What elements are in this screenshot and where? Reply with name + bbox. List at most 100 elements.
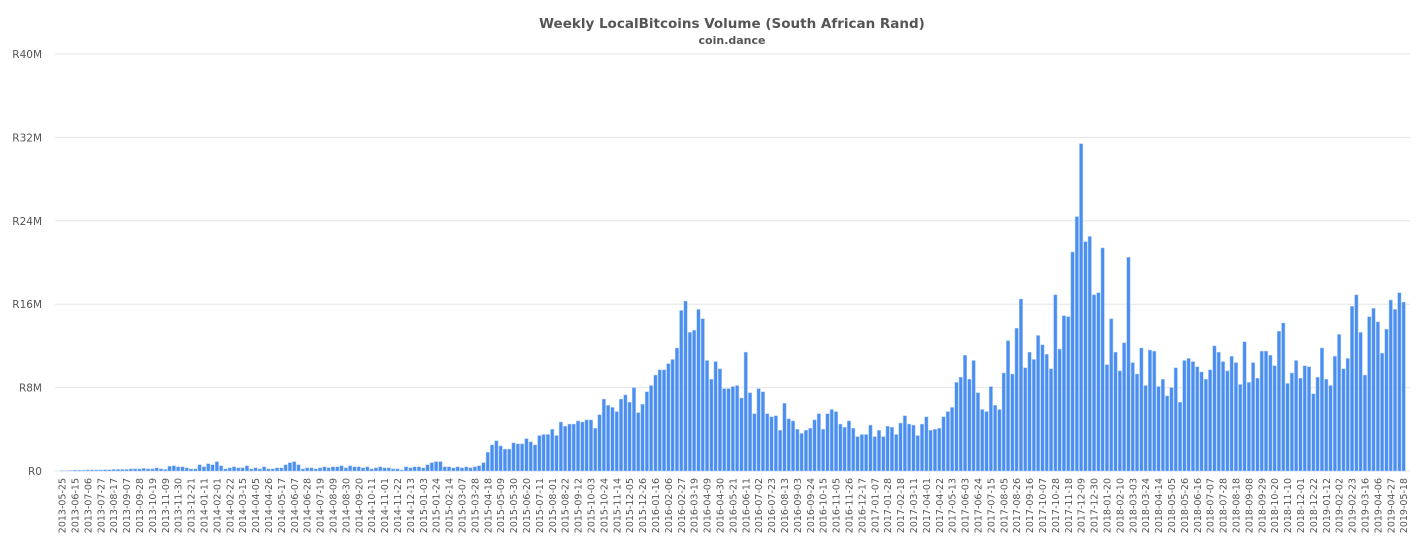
bar[interactable] <box>1259 350 1264 472</box>
bar[interactable] <box>520 443 525 472</box>
bar[interactable] <box>1345 358 1350 472</box>
bar[interactable] <box>348 465 353 472</box>
bar[interactable] <box>421 467 426 472</box>
bar[interactable] <box>890 426 894 472</box>
bar[interactable] <box>864 434 869 472</box>
bar[interactable] <box>1100 247 1105 472</box>
bar[interactable] <box>1092 294 1096 472</box>
bar[interactable] <box>662 369 666 472</box>
bar[interactable] <box>339 465 344 472</box>
bar[interactable] <box>627 401 632 472</box>
bar[interactable] <box>834 411 838 472</box>
bar[interactable] <box>898 422 903 472</box>
bar[interactable] <box>1109 318 1114 472</box>
bar[interactable] <box>945 411 950 472</box>
bar[interactable] <box>511 442 516 472</box>
bar[interactable] <box>971 360 976 472</box>
bar[interactable] <box>1363 374 1367 472</box>
bar[interactable] <box>1401 301 1406 472</box>
bar[interactable] <box>107 469 112 472</box>
bar[interactable] <box>73 469 77 472</box>
bar[interactable] <box>146 468 151 472</box>
bar[interactable] <box>1148 349 1152 472</box>
bar[interactable] <box>1191 361 1195 472</box>
bar[interactable] <box>657 369 662 472</box>
bar[interactable] <box>1208 369 1213 472</box>
bar[interactable] <box>675 347 679 472</box>
bar[interactable] <box>713 361 718 472</box>
bar[interactable] <box>730 386 735 472</box>
bar[interactable] <box>769 416 774 472</box>
bar[interactable] <box>1023 367 1028 472</box>
bar[interactable] <box>580 421 585 472</box>
bar[interactable] <box>197 464 202 472</box>
bar[interactable] <box>1156 386 1161 472</box>
bar[interactable] <box>537 435 542 472</box>
bar[interactable] <box>468 467 473 472</box>
bar[interactable] <box>1246 382 1251 472</box>
bar[interactable] <box>894 434 899 472</box>
bar[interactable] <box>601 398 606 472</box>
bar[interactable] <box>399 469 404 472</box>
bar[interactable] <box>1066 316 1071 472</box>
bar[interactable] <box>1302 365 1307 472</box>
bar[interactable] <box>692 330 697 472</box>
bar[interactable] <box>378 466 383 472</box>
bar[interactable] <box>1117 370 1122 472</box>
bar[interactable] <box>1393 309 1397 472</box>
bar[interactable] <box>507 448 512 472</box>
bar[interactable] <box>679 310 684 472</box>
bar[interactable] <box>623 394 628 472</box>
bar[interactable] <box>722 388 727 472</box>
bar[interactable] <box>1199 371 1204 472</box>
bar[interactable] <box>77 469 82 472</box>
bar[interactable] <box>1367 316 1372 472</box>
bar[interactable] <box>941 416 946 472</box>
bar[interactable] <box>1160 379 1165 472</box>
bar[interactable] <box>761 391 765 472</box>
bar[interactable] <box>455 466 460 472</box>
bar[interactable] <box>1289 372 1294 472</box>
bar[interactable] <box>503 448 507 472</box>
bar[interactable] <box>847 420 851 472</box>
bar[interactable] <box>1324 379 1329 472</box>
bar[interactable] <box>1173 367 1178 472</box>
bar[interactable] <box>1178 401 1182 472</box>
bar[interactable] <box>1001 372 1006 472</box>
bar[interactable] <box>395 468 400 472</box>
bar[interactable] <box>773 415 778 472</box>
bar[interactable] <box>821 429 826 472</box>
bar[interactable] <box>288 462 292 472</box>
bar[interactable] <box>606 405 611 472</box>
bar[interactable] <box>1307 366 1311 472</box>
bar[interactable] <box>81 469 86 472</box>
bar[interactable] <box>1195 366 1200 472</box>
bar[interactable] <box>554 435 559 472</box>
bar[interactable] <box>825 413 830 472</box>
bar[interactable] <box>1221 361 1225 472</box>
bar[interactable] <box>593 428 598 472</box>
bar[interactable] <box>709 379 714 472</box>
bar[interactable] <box>485 451 490 472</box>
bar[interactable] <box>481 462 486 472</box>
bar[interactable] <box>881 436 886 472</box>
bar[interactable] <box>94 469 99 472</box>
bar[interactable] <box>791 420 795 472</box>
bar[interactable] <box>649 385 654 472</box>
bar[interactable] <box>1044 353 1049 472</box>
bar[interactable] <box>778 430 783 472</box>
bar[interactable] <box>120 469 125 472</box>
bar[interactable] <box>361 467 366 472</box>
bar[interactable] <box>266 468 271 472</box>
bar[interactable] <box>322 466 327 472</box>
bar[interactable] <box>855 436 860 472</box>
bar[interactable] <box>1311 393 1316 472</box>
bar[interactable] <box>159 468 163 472</box>
bar[interactable] <box>382 467 387 472</box>
bar[interactable] <box>1388 299 1393 472</box>
bar[interactable] <box>1371 308 1376 472</box>
bar[interactable] <box>98 469 103 472</box>
bar[interactable] <box>494 440 499 472</box>
bar[interactable] <box>1019 298 1023 472</box>
bar[interactable] <box>434 461 439 472</box>
